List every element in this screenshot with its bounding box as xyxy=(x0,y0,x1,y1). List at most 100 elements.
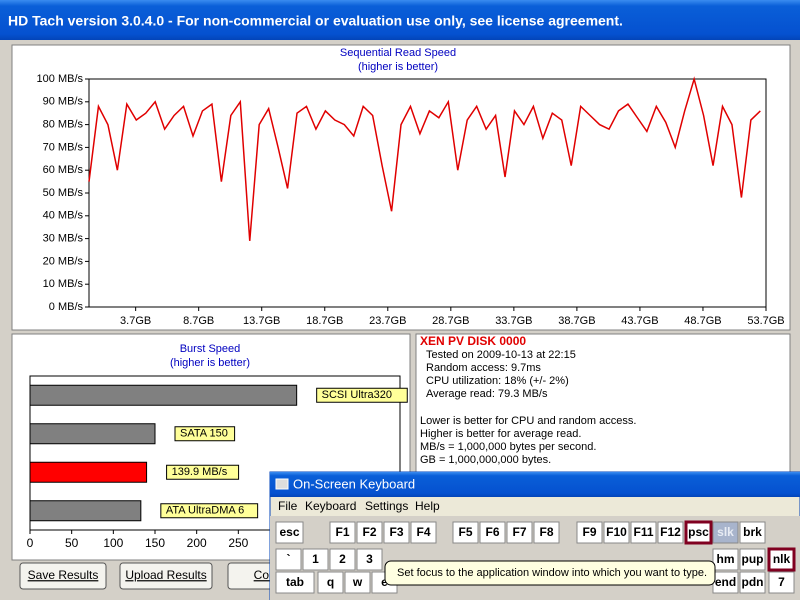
bar-label: 139.9 MB/s xyxy=(172,466,228,478)
key[interactable] xyxy=(739,521,766,544)
x-tick-label: 13.7GB xyxy=(243,315,280,327)
result-line: CPU utilization: 18% (+/- 2%) xyxy=(426,375,569,387)
menu-item[interactable]: Settings xyxy=(365,499,408,513)
x-tick-label: 3.7GB xyxy=(120,315,151,327)
key-label[interactable]: F7 xyxy=(512,525,526,539)
key-label[interactable]: tab xyxy=(286,575,304,589)
y-tick-label: 60 MB/s xyxy=(43,164,84,176)
key[interactable] xyxy=(533,521,560,544)
key[interactable] xyxy=(344,571,371,594)
x-tick-label: 43.7GB xyxy=(621,315,658,327)
key-label[interactable]: 2 xyxy=(339,552,346,566)
bar-label: SATA 150 xyxy=(180,428,228,440)
button[interactable] xyxy=(19,562,107,590)
key[interactable] xyxy=(739,571,766,594)
key[interactable] xyxy=(410,521,437,544)
note-line: GB = 1,000,000,000 bytes. xyxy=(420,454,551,466)
keyboard-title-bar xyxy=(270,472,800,497)
key-label[interactable]: psc xyxy=(688,525,709,539)
note-line: Lower is better for CPU and random acces… xyxy=(420,415,636,427)
key[interactable] xyxy=(739,548,766,571)
key[interactable] xyxy=(506,521,533,544)
key-label[interactable]: end xyxy=(715,575,736,589)
key-label[interactable]: F12 xyxy=(660,525,681,539)
info-panel xyxy=(415,333,791,475)
key[interactable] xyxy=(712,521,739,544)
key-label[interactable]: ` xyxy=(287,552,291,566)
x-tick-label: 100 xyxy=(103,536,123,550)
key-label[interactable]: pup xyxy=(742,552,764,566)
key[interactable] xyxy=(576,521,603,544)
menu-item[interactable]: Keyboard xyxy=(305,499,356,513)
x-tick-label: 18.7GB xyxy=(306,315,343,327)
x-tick-label: 150 xyxy=(145,536,165,550)
key[interactable] xyxy=(302,548,329,571)
bar-label-box xyxy=(174,426,236,442)
key-label[interactable]: F5 xyxy=(458,525,472,539)
x-tick-label: 38.7GB xyxy=(558,315,595,327)
key-label[interactable]: nlk xyxy=(773,552,791,566)
key-label[interactable]: q xyxy=(327,575,334,589)
key-label[interactable]: brk xyxy=(743,525,762,539)
window-title: HD Tach version 3.0.4.0 - For non-commer… xyxy=(8,13,623,29)
key[interactable] xyxy=(767,547,796,572)
chart-subtitle: (higher is better) xyxy=(358,61,438,73)
key[interactable] xyxy=(452,521,479,544)
key[interactable] xyxy=(383,521,410,544)
y-tick-label: 20 MB/s xyxy=(43,255,84,267)
key-label[interactable]: F4 xyxy=(416,525,430,539)
key-label[interactable]: F2 xyxy=(362,525,376,539)
key-label[interactable]: e xyxy=(381,575,388,589)
key[interactable] xyxy=(768,571,795,594)
key-label[interactable]: hm xyxy=(717,552,735,566)
key[interactable] xyxy=(356,548,383,571)
key[interactable] xyxy=(275,571,315,594)
x-tick-label: 23.7GB xyxy=(369,315,406,327)
key[interactable] xyxy=(329,521,356,544)
key-label[interactable]: w xyxy=(352,575,363,589)
key-label[interactable]: 1 xyxy=(312,552,319,566)
x-tick-label: 48.7GB xyxy=(684,315,721,327)
button-label[interactable]: Save Results xyxy=(28,568,99,582)
key[interactable] xyxy=(317,571,344,594)
key[interactable] xyxy=(275,521,304,544)
y-tick-label: 10 MB/s xyxy=(43,278,84,290)
key-label[interactable]: F3 xyxy=(389,525,403,539)
key[interactable] xyxy=(630,521,657,544)
key[interactable] xyxy=(712,548,739,571)
key[interactable] xyxy=(684,520,713,545)
x-tick-label: 250 xyxy=(228,536,248,550)
key[interactable] xyxy=(479,521,506,544)
key-label[interactable]: F11 xyxy=(633,525,653,539)
key-label[interactable]: F8 xyxy=(539,525,553,539)
y-tick-label: 40 MB/s xyxy=(43,210,84,222)
key[interactable] xyxy=(603,521,630,544)
key-label[interactable]: F6 xyxy=(485,525,499,539)
burst-bar xyxy=(29,461,148,483)
x-tick-label: 0 xyxy=(27,536,34,550)
key[interactable] xyxy=(275,548,302,571)
tooltip-text: Set focus to the application window into… xyxy=(397,567,707,579)
button-label[interactable]: Upload Results xyxy=(125,568,206,582)
key[interactable] xyxy=(356,521,383,544)
key-label[interactable]: F9 xyxy=(582,525,596,539)
note-line: MB/s = 1,000,000 bytes per second. xyxy=(420,441,596,453)
key[interactable] xyxy=(657,521,684,544)
key[interactable] xyxy=(329,548,356,571)
result-line: Tested on 2009-10-13 at 22:15 xyxy=(426,349,576,361)
key-label[interactable]: 7 xyxy=(778,575,785,589)
y-tick-label: 100 MB/s xyxy=(37,73,84,85)
key-label[interactable]: 3 xyxy=(366,552,373,566)
bar-label: SCSI Ultra320 xyxy=(322,389,392,401)
key-label[interactable]: F10 xyxy=(606,525,627,539)
button[interactable] xyxy=(119,562,213,590)
read-speed-line xyxy=(88,76,761,241)
key-label[interactable]: F1 xyxy=(335,525,349,539)
key-label[interactable]: esc xyxy=(279,525,299,539)
bar-label-box xyxy=(166,464,240,480)
bar-label: ATA UltraDMA 6 xyxy=(166,505,244,517)
menu-item[interactable]: File xyxy=(278,499,298,513)
menu-item[interactable]: Help xyxy=(415,499,440,513)
key-label[interactable]: slk xyxy=(717,525,734,539)
key-label[interactable]: pdn xyxy=(742,575,764,589)
